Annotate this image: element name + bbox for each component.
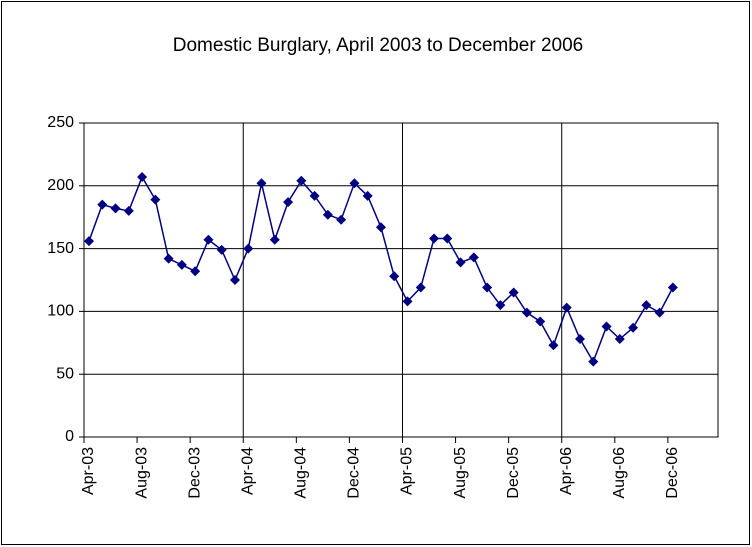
- plot-area: [83, 122, 719, 438]
- data-point: [402, 296, 413, 307]
- data-point: [243, 243, 254, 254]
- data-point: [429, 233, 440, 244]
- x-tick-label: Dec-03: [186, 447, 203, 499]
- data-point: [628, 322, 639, 333]
- x-tick-label: Aug-05: [452, 447, 469, 499]
- data-point: [203, 234, 214, 245]
- data-point: [561, 302, 572, 313]
- data-point: [322, 209, 333, 220]
- data-point: [336, 214, 347, 225]
- data-point: [455, 257, 466, 268]
- data-point: [190, 266, 201, 277]
- data-point: [415, 282, 426, 293]
- data-point: [97, 199, 108, 210]
- data-point: [110, 203, 121, 214]
- data-point: [375, 222, 386, 233]
- x-tick-label: Aug-04: [293, 447, 310, 499]
- data-point: [296, 175, 307, 186]
- data-point: [548, 340, 559, 351]
- y-tick-label: 0: [65, 428, 74, 445]
- x-tick-label: Dec-04: [346, 447, 363, 499]
- data-point: [84, 236, 94, 247]
- y-tick-label: 50: [56, 365, 74, 382]
- data-point: [535, 316, 546, 327]
- data-point: [601, 321, 612, 332]
- data-point: [588, 356, 599, 367]
- data-point: [468, 252, 479, 263]
- data-point: [229, 275, 240, 285]
- data-point: [137, 172, 148, 183]
- x-tick-label: Apr-06: [558, 447, 575, 495]
- x-tick-label: Dec-05: [505, 447, 522, 499]
- data-point: [216, 244, 227, 255]
- data-point: [641, 300, 652, 311]
- x-tick-label: Apr-04: [239, 447, 256, 495]
- data-point: [482, 282, 493, 293]
- x-tick-label: Apr-03: [80, 447, 97, 495]
- data-point: [163, 253, 174, 264]
- data-point: [574, 334, 585, 345]
- data-point: [521, 307, 532, 318]
- chart-title: Domestic Burglary, April 2003 to Decembe…: [173, 35, 583, 56]
- data-point: [349, 178, 360, 189]
- data-point: [442, 233, 453, 244]
- data-point: [269, 234, 280, 245]
- data-point: [508, 287, 519, 298]
- data-point: [362, 190, 373, 201]
- data-point: [309, 190, 320, 201]
- y-tick-label: 100: [47, 303, 74, 320]
- x-tick-label: Aug-06: [611, 447, 628, 499]
- data-point: [150, 194, 161, 205]
- data-point: [176, 259, 187, 270]
- data-point: [667, 282, 678, 293]
- data-point: [389, 271, 400, 282]
- y-tick-label: 150: [47, 240, 74, 257]
- y-tick-label: 250: [47, 114, 74, 131]
- data-point: [495, 300, 506, 311]
- x-tick-label: Apr-05: [399, 447, 416, 495]
- data-point: [654, 307, 665, 318]
- data-point: [123, 205, 134, 216]
- x-tick-label: Aug-03: [133, 447, 150, 499]
- data-point: [614, 334, 625, 345]
- x-tick-label: Dec-06: [664, 447, 681, 499]
- data-point: [256, 178, 267, 189]
- y-tick-label: 200: [47, 177, 74, 194]
- data-point: [283, 197, 294, 208]
